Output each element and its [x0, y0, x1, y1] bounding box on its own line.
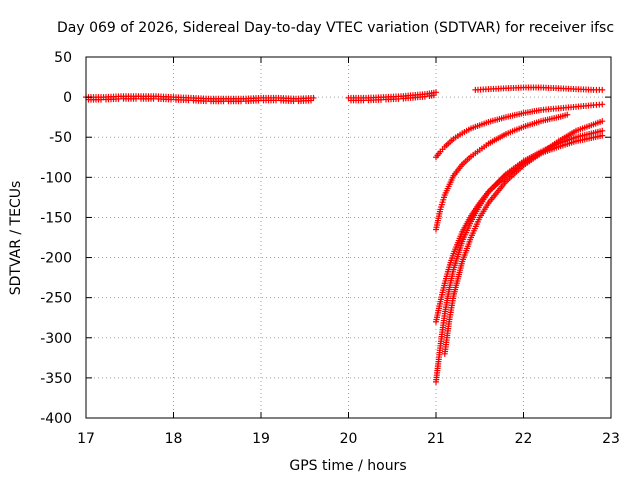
- data-point-marker: [599, 86, 606, 93]
- data-point-marker: [564, 111, 571, 118]
- data-point-marker: [599, 132, 606, 139]
- y-tick-label: -50: [49, 130, 72, 146]
- y-tick-label: -100: [40, 170, 72, 186]
- data-point-marker: [599, 101, 606, 108]
- y-tick-label: -350: [40, 371, 72, 387]
- data-point-marker: [310, 94, 317, 101]
- x-tick-label: 17: [77, 431, 95, 447]
- y-tick-label: -150: [40, 210, 72, 226]
- x-tick-label: 18: [165, 431, 183, 447]
- x-tick-label: 22: [515, 431, 533, 447]
- marks-layer: [83, 84, 606, 385]
- axis-layer: 17 18 19 20 21 22 23 50 0 -50 -100 -150 -200 -250 -300…: [40, 50, 620, 447]
- y-tick-label: 0: [63, 90, 72, 106]
- chart-title: Day 069 of 2026, Sidereal Day-to-day VTE…: [57, 20, 614, 36]
- y-tick-label: -200: [40, 251, 72, 267]
- y-tick-label: -400: [40, 411, 72, 427]
- y-tick-label: -250: [40, 291, 72, 307]
- x-tick-label: 19: [252, 431, 270, 447]
- data-point-marker: [433, 89, 439, 96]
- x-axis-label: GPS time / hours: [289, 458, 406, 474]
- y-tick-label: 50: [54, 50, 72, 66]
- y-axis-label: SDTVAR / TECUs: [8, 181, 24, 296]
- x-tick-label: 21: [427, 431, 445, 447]
- x-tick-label: 20: [340, 431, 358, 447]
- data-point-marker: [599, 118, 606, 125]
- grid-layer: [86, 57, 611, 418]
- y-tick-label: -300: [40, 331, 72, 347]
- x-tick-label: 23: [602, 431, 620, 447]
